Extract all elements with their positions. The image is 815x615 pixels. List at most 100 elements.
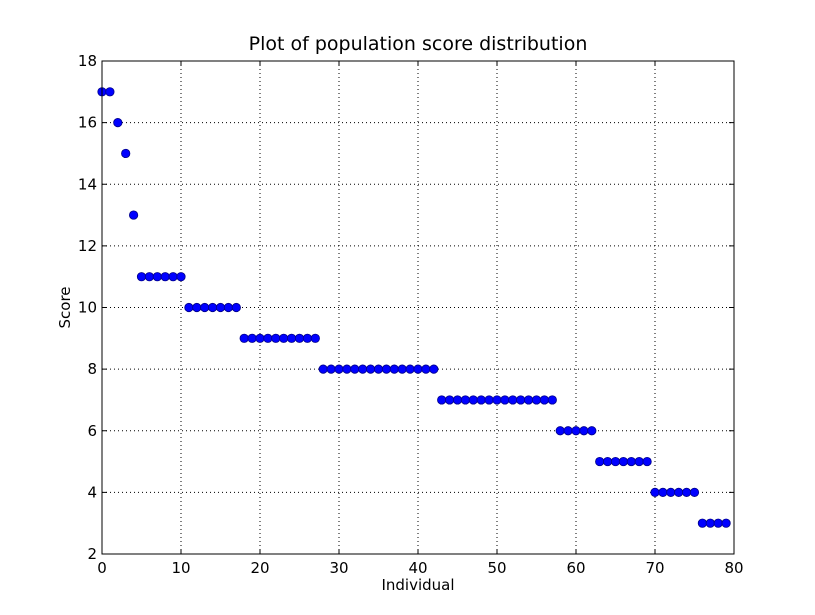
data-point — [468, 395, 478, 405]
data-point — [500, 395, 510, 405]
data-point — [666, 487, 676, 497]
data-point — [334, 364, 344, 374]
data-point — [650, 487, 660, 497]
data-point — [373, 364, 384, 374]
data-point — [263, 333, 273, 343]
data-point — [215, 302, 226, 313]
data-point — [697, 518, 708, 528]
data-point — [208, 302, 218, 313]
data-point — [484, 395, 494, 405]
data-point — [523, 395, 534, 405]
data-point — [681, 487, 692, 497]
data-point — [397, 364, 407, 374]
data-point — [302, 333, 312, 343]
data-point — [192, 302, 202, 313]
data-point — [492, 395, 502, 405]
data-point — [721, 518, 731, 528]
data-point — [176, 272, 186, 282]
data-point — [129, 210, 139, 220]
y-tick-label: 16 — [78, 114, 97, 132]
y-tick-label: 14 — [78, 175, 97, 193]
data-point — [121, 148, 131, 159]
axis-ticks — [101, 60, 735, 555]
x-tick-label: 50 — [487, 559, 506, 577]
data-point — [365, 364, 376, 374]
x-tick-label: 10 — [171, 559, 190, 577]
data-point — [326, 364, 336, 374]
x-tick-label: 60 — [566, 559, 585, 577]
x-axis-label: Individual — [381, 576, 454, 594]
x-tick-label: 80 — [724, 559, 743, 577]
data-point — [421, 364, 431, 374]
data-point — [444, 395, 455, 405]
y-tick-label: 4 — [87, 483, 97, 501]
data-point — [429, 364, 439, 374]
data-point — [152, 272, 162, 282]
data-point — [223, 302, 233, 313]
data-point — [571, 426, 581, 436]
data-point — [136, 272, 147, 282]
y-tick-label: 10 — [78, 299, 97, 317]
x-tick-label: 20 — [250, 559, 269, 577]
data-point — [310, 333, 320, 343]
data-point — [476, 395, 486, 405]
data-point — [255, 333, 265, 343]
data-point — [279, 333, 289, 343]
data-point — [658, 487, 668, 497]
data-point — [389, 364, 399, 374]
y-tick-labels: 2 4 6 8 10 12 14 16 18 — [78, 52, 97, 563]
y-tick-label: 8 — [87, 360, 97, 378]
data-point — [144, 272, 154, 282]
chart-title: Plot of population score distribution — [249, 33, 588, 55]
data-point — [200, 302, 210, 313]
data-point — [239, 333, 249, 343]
data-point — [460, 395, 470, 405]
data-point — [555, 426, 565, 436]
data-point — [286, 333, 297, 343]
data-point — [413, 364, 423, 374]
x-tick-labels: 0 10 20 30 40 50 60 70 80 — [97, 559, 743, 577]
data-point — [705, 518, 715, 528]
data-point — [508, 395, 518, 405]
data-point — [626, 456, 636, 467]
data-points — [97, 87, 731, 528]
data-point — [587, 426, 597, 436]
data-point — [610, 456, 621, 467]
x-tick-label: 30 — [329, 559, 348, 577]
data-point — [358, 364, 368, 374]
data-point — [405, 364, 415, 374]
data-point — [342, 364, 352, 374]
x-tick-label: 0 — [97, 559, 107, 577]
y-tick-label: 18 — [78, 52, 97, 70]
data-point — [168, 272, 178, 282]
data-point — [184, 302, 194, 313]
data-point — [602, 456, 613, 467]
data-point — [381, 364, 391, 374]
data-point — [634, 456, 644, 467]
data-point — [674, 487, 684, 497]
data-point — [539, 395, 550, 405]
y-tick-label: 6 — [87, 422, 97, 440]
data-point — [231, 302, 241, 313]
data-point — [294, 333, 305, 343]
data-point — [318, 364, 328, 374]
data-point — [618, 456, 629, 467]
data-point — [437, 395, 447, 405]
data-point — [105, 87, 115, 97]
data-point — [563, 426, 573, 436]
data-point — [452, 395, 463, 405]
data-point — [271, 333, 281, 343]
y-tick-label: 12 — [78, 237, 97, 255]
data-point — [160, 272, 170, 282]
data-point — [547, 395, 557, 405]
data-point — [113, 118, 123, 128]
data-point — [713, 518, 723, 528]
y-axis-label: Score — [56, 286, 74, 328]
data-point — [689, 487, 700, 497]
x-tick-label: 40 — [408, 559, 427, 577]
data-point — [579, 426, 589, 436]
data-point — [516, 395, 526, 405]
data-point — [350, 364, 360, 374]
data-point — [247, 333, 257, 343]
